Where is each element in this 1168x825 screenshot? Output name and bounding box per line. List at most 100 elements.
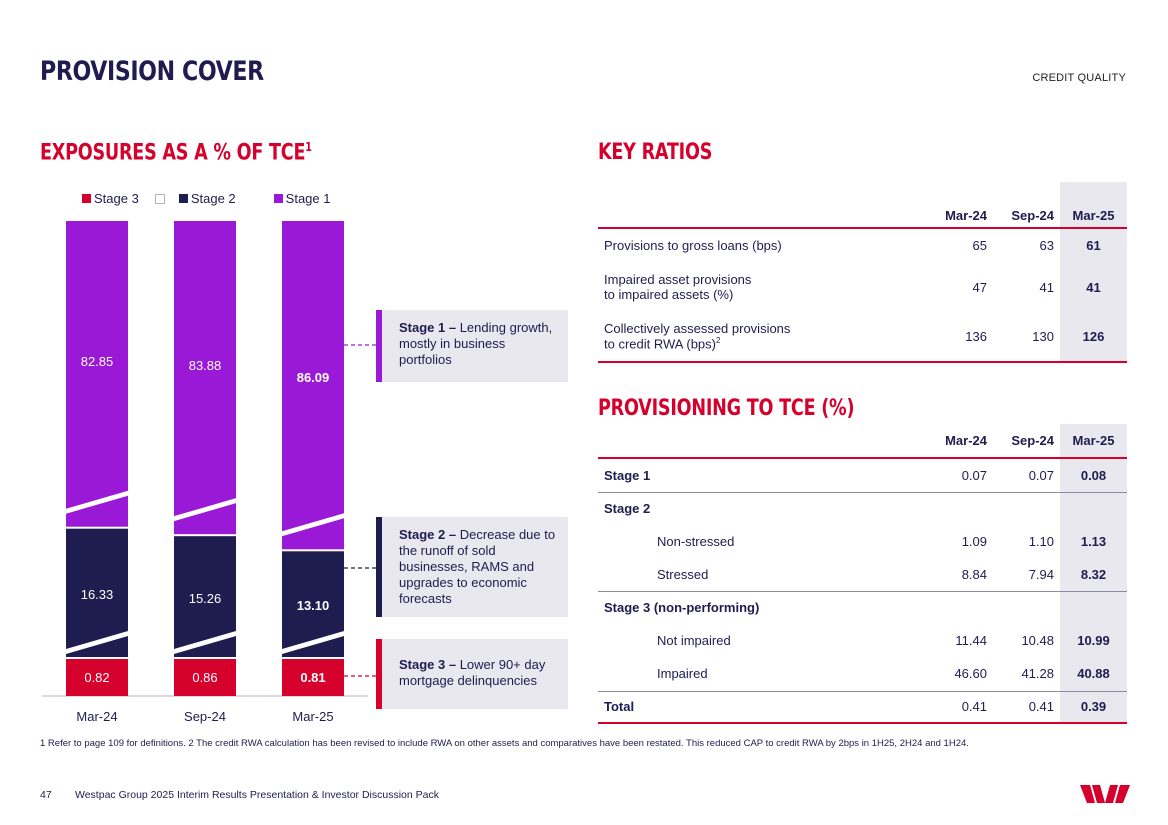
provisioning-title: PROVISIONING TO TCE (%) xyxy=(598,396,855,421)
bar-stage3 xyxy=(282,659,344,696)
provisioning-value: 0.41 xyxy=(993,691,1060,724)
axis-break-stage2 xyxy=(66,631,128,654)
provisioning-col-1: Sep-24 xyxy=(993,424,1060,459)
provisioning-label: Stage 3 (non-performing) xyxy=(604,600,760,616)
provisioning-table: Mar-24 Sep-24 Mar-25 Stage 1 0.07 0.07 0… xyxy=(598,424,1127,724)
bar-stage2 xyxy=(282,551,344,657)
axis-break-stage2 xyxy=(174,631,236,654)
axis-break-stage1 xyxy=(174,498,236,522)
provisioning-row-stage1: Stage 1 0.07 0.07 0.08 xyxy=(598,458,1127,493)
legend-item-stage2: Stage 2 xyxy=(178,191,236,206)
legend-item-stage3: Stage 3 xyxy=(82,191,139,206)
key-ratio-label-line2: to credit RWA (bps) xyxy=(604,336,716,352)
provisioning-col-0: Mar-24 xyxy=(926,424,993,459)
key-ratio-label-line1: Collectively assessed provisions xyxy=(604,321,791,337)
legend-swatch-stage3 xyxy=(82,194,91,203)
provisioning-value: 8.84 xyxy=(926,558,993,592)
key-ratio-label: Provisions to gross loans (bps) xyxy=(604,238,782,253)
provisioning-value: 0.41 xyxy=(926,691,993,724)
provisioning-value: 46.60 xyxy=(926,657,993,692)
provisioning-row-total: Total 0.41 0.41 0.39 xyxy=(598,691,1127,724)
callout-stage3-bold: Stage 3 – xyxy=(399,657,457,672)
legend-label-stage2: Stage 2 xyxy=(190,191,236,206)
provisioning-row-impaired: Impaired 46.60 41.28 40.88 xyxy=(598,657,1127,692)
footer-text: Westpac Group 2025 Interim Results Prese… xyxy=(75,789,439,801)
x-tick-label: Sep-24 xyxy=(184,709,226,724)
value-label-stage2: 15.26 xyxy=(189,591,222,606)
legend-label-stage3: Stage 3 xyxy=(94,191,139,206)
westpac-logo-icon xyxy=(1080,785,1130,803)
provisioning-header-row: Mar-24 Sep-24 Mar-25 xyxy=(598,424,1127,459)
provisioning-row-nonstressed: Non-stressed 1.09 1.10 1.13 xyxy=(598,524,1127,558)
value-label-stage2: 16.33 xyxy=(81,587,114,602)
key-ratio-value: 41 xyxy=(1039,279,1054,295)
exposures-title: EXPOSURES AS A % OF TCE1 xyxy=(40,140,312,165)
value-label-stage1: 83.88 xyxy=(189,358,222,373)
provisioning-row-stage2: Stage 2 xyxy=(598,492,1127,524)
axis-break-stage1 xyxy=(282,513,344,537)
legend-swatch-stage1 xyxy=(273,194,283,203)
provisioning-value-current: 0.08 xyxy=(1060,458,1127,493)
value-label-stage2: 13.10 xyxy=(297,598,330,613)
exposures-chart: 0.82 16.33 82.85 Mar-24 0.86 15.26 83.88 Sep-24… xyxy=(42,221,376,724)
provisioning-value: 41.28 xyxy=(993,657,1060,692)
provisioning-value-current xyxy=(1060,492,1127,524)
key-ratios-header-blank xyxy=(598,182,926,229)
key-ratio-value: 136 xyxy=(926,312,993,363)
callout-stage1-text: Lending growth, mostly in business portf… xyxy=(399,320,553,367)
provisioning-header-blank xyxy=(598,424,926,459)
callout-stage2-bold: Stage 2 – xyxy=(399,527,457,542)
provisioning-value: 10.48 xyxy=(1021,633,1054,648)
provisioning-value xyxy=(993,591,1060,624)
provisioning-value xyxy=(926,591,993,624)
bar-stage3 xyxy=(66,659,128,696)
key-ratio-value-current: 61 xyxy=(1060,228,1127,262)
callout-stage1: Stage 1 – Lending growth, mostly in busi… xyxy=(376,310,568,382)
provisioning-value-current: 8.32 xyxy=(1060,558,1127,592)
key-ratios-col-2: Mar-25 xyxy=(1060,182,1127,229)
legend-item-blank xyxy=(154,193,179,204)
key-ratios-title: KEY RATIOS xyxy=(598,140,713,165)
key-ratio-label: Collectively assessed provisions to credi… xyxy=(598,312,926,363)
callout-stage3-text: Lower 90+ day mortgage delinquencies xyxy=(399,657,546,688)
footnote: 1 Refer to page 109 for definitions. 2 T… xyxy=(40,738,969,749)
axis-break-stage1 xyxy=(66,490,128,514)
key-ratio-value: 63 xyxy=(1039,238,1054,253)
callout-stage1-bold: Stage 1 – xyxy=(399,320,457,335)
key-ratios-row: Impaired asset provisions to impaired ass… xyxy=(598,262,1127,312)
key-ratios-header-row: Mar-24 Sep-24 Mar-25 xyxy=(598,182,1127,229)
key-ratios-col-0: Mar-24 xyxy=(926,182,993,229)
provisioning-label: Not impaired xyxy=(657,633,731,648)
value-label-stage3: 0.82 xyxy=(84,670,109,685)
key-ratio-label-sup: 2 xyxy=(715,336,721,346)
provisioning-row-stage3: Stage 3 (non-performing) xyxy=(598,591,1127,624)
provisioning-value: 1.09 xyxy=(961,533,987,549)
provisioning-label: Non-stressed xyxy=(657,533,735,549)
key-ratio-label: Impaired asset provisions to impaired ass… xyxy=(598,262,926,312)
page-title: PROVISION COVER xyxy=(40,56,264,87)
provisioning-value-current: 1.13 xyxy=(1060,524,1127,558)
bar-stage1 xyxy=(282,221,344,550)
provisioning-label: Stage 2 xyxy=(604,500,651,516)
legend-label-stage1: Stage 1 xyxy=(285,191,331,206)
x-tick-label: Mar-25 xyxy=(292,709,333,724)
key-ratio-label-line1: Impaired asset provisions xyxy=(604,272,752,287)
provisioning-value-current: 0.39 xyxy=(1060,691,1127,724)
key-ratio-value: 130 xyxy=(993,312,1060,363)
legend-swatch-stage2 xyxy=(178,194,188,203)
value-label-stage1: 86.09 xyxy=(297,370,330,385)
provisioning-value: 1.10 xyxy=(1028,533,1054,549)
key-ratio-value-current: 41 xyxy=(1060,262,1127,312)
callout-stage2-text: Decrease due to the runoff of sold busin… xyxy=(399,527,556,606)
provisioning-col-2: Mar-25 xyxy=(1060,424,1127,459)
provisioning-label: Impaired xyxy=(598,657,926,692)
exposures-title-sup: 1 xyxy=(305,140,312,154)
legend-swatch-blank xyxy=(154,193,165,204)
key-ratio-value: 65 xyxy=(972,238,987,253)
key-ratios-row: Provisions to gross loans (bps) 65 63 61 xyxy=(598,228,1127,262)
callout-stage2: Stage 2 – Decrease due to the runoff of … xyxy=(376,517,568,617)
provisioning-value: 0.07 xyxy=(926,458,993,493)
axis-break-stage2 xyxy=(282,631,344,654)
key-ratio-label-line2: to impaired assets (%) xyxy=(604,287,734,302)
provisioning-label: Total xyxy=(598,691,926,724)
